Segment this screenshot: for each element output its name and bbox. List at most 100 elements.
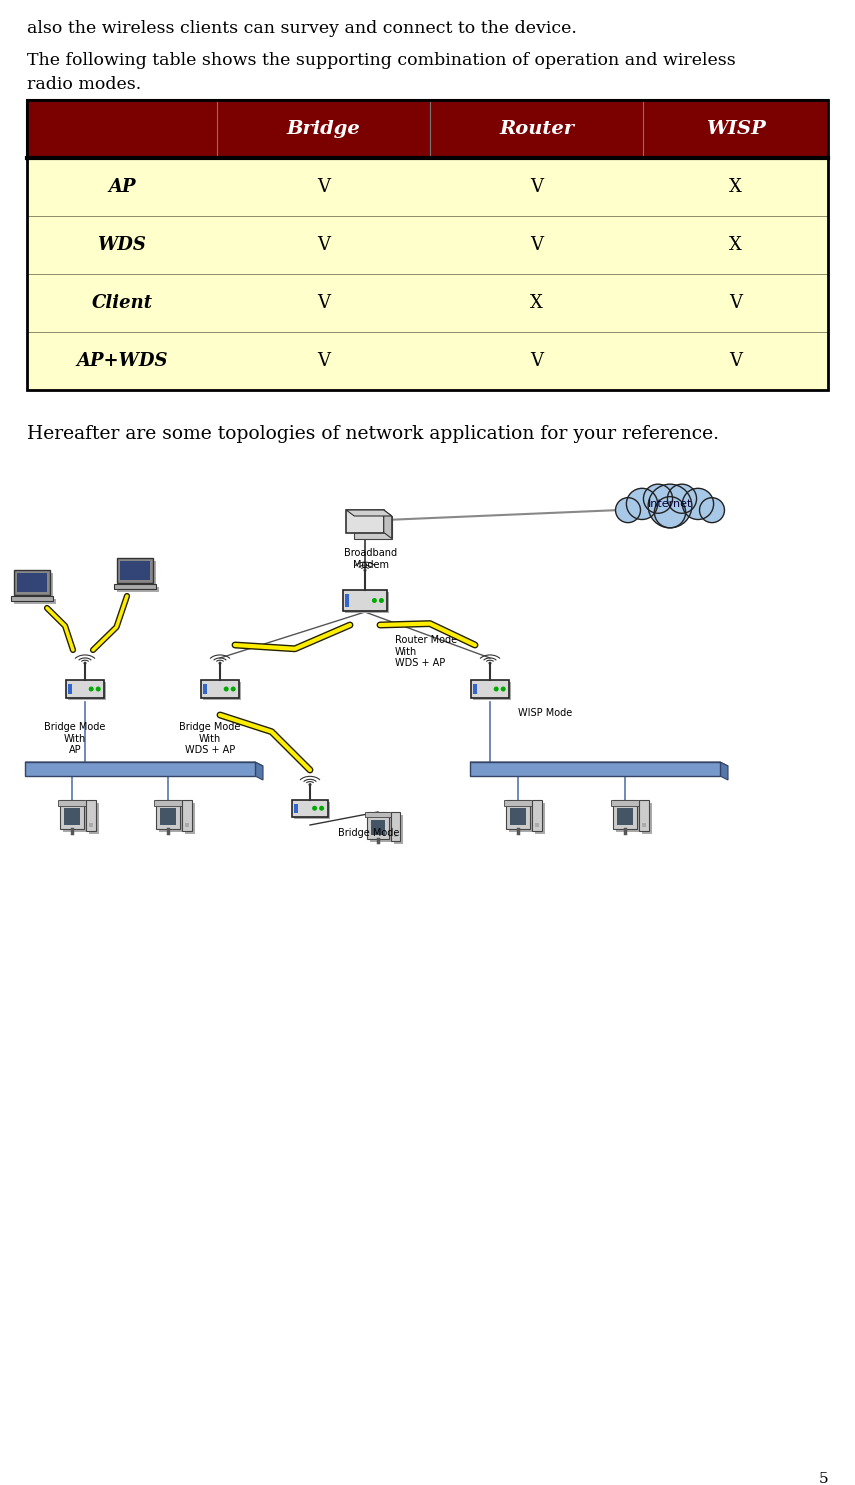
Circle shape	[224, 686, 228, 692]
Text: V: V	[317, 352, 330, 370]
Bar	[345, 594, 349, 607]
Bar	[114, 584, 156, 588]
Bar	[640, 800, 649, 830]
Bar	[509, 803, 533, 833]
Text: AP+WDS: AP+WDS	[76, 352, 168, 370]
Polygon shape	[720, 762, 728, 780]
Bar	[367, 814, 393, 820]
Circle shape	[372, 598, 377, 603]
Bar	[11, 595, 53, 601]
Circle shape	[682, 489, 714, 520]
Bar	[27, 99, 828, 157]
Bar	[58, 800, 86, 805]
Bar	[346, 509, 384, 533]
Bar	[394, 833, 398, 836]
Bar	[367, 812, 389, 839]
Text: X: X	[729, 236, 742, 254]
Bar	[391, 812, 400, 841]
Bar	[89, 823, 93, 827]
Circle shape	[319, 806, 324, 811]
Circle shape	[379, 598, 384, 603]
Text: also the wireless clients can survey and connect to the device.: also the wireless clients can survey and…	[27, 19, 577, 37]
Bar	[535, 803, 545, 833]
Bar	[63, 803, 87, 833]
Circle shape	[363, 569, 367, 572]
Polygon shape	[470, 762, 728, 766]
Bar	[117, 587, 159, 593]
Bar	[14, 570, 50, 595]
Bar	[66, 680, 104, 698]
Polygon shape	[25, 762, 263, 766]
Bar	[27, 157, 828, 215]
Bar	[14, 598, 56, 604]
Bar	[203, 682, 241, 699]
Circle shape	[668, 484, 697, 514]
Bar	[473, 685, 477, 693]
Bar	[613, 800, 637, 830]
Text: WISP: WISP	[705, 120, 765, 138]
Bar	[156, 802, 184, 808]
Text: V: V	[530, 178, 543, 196]
Bar	[616, 803, 640, 833]
Circle shape	[627, 489, 657, 520]
Bar	[510, 808, 526, 826]
Circle shape	[84, 662, 86, 665]
Text: V: V	[530, 236, 543, 254]
Bar	[345, 593, 389, 613]
Bar	[182, 800, 192, 830]
Bar	[120, 561, 156, 587]
Polygon shape	[255, 762, 263, 780]
Text: V: V	[317, 236, 330, 254]
Bar	[294, 803, 298, 812]
Bar	[186, 823, 189, 827]
Circle shape	[312, 806, 317, 811]
Bar	[365, 812, 391, 817]
Bar	[160, 808, 176, 826]
Bar	[25, 762, 255, 777]
Text: Router: Router	[499, 120, 574, 138]
Circle shape	[231, 686, 236, 692]
Text: X: X	[729, 178, 742, 196]
Circle shape	[699, 497, 724, 523]
Text: Bridge: Bridge	[286, 120, 360, 138]
Bar	[292, 800, 327, 817]
Bar	[471, 680, 510, 698]
Circle shape	[96, 686, 101, 692]
Bar	[27, 215, 828, 275]
Bar	[86, 800, 96, 830]
Circle shape	[654, 496, 686, 527]
Circle shape	[89, 686, 94, 692]
Text: 5: 5	[818, 1472, 828, 1485]
Circle shape	[219, 662, 221, 665]
Polygon shape	[354, 515, 392, 539]
Bar	[16, 573, 53, 598]
Text: WISP Mode: WISP Mode	[518, 708, 572, 719]
Bar	[642, 803, 652, 833]
Bar	[116, 558, 153, 584]
Circle shape	[648, 484, 692, 527]
Text: AP: AP	[109, 178, 136, 196]
Text: The following table shows the supporting combination of operation and wireless: The following table shows the supporting…	[27, 52, 736, 68]
Bar	[154, 800, 182, 805]
Circle shape	[493, 686, 498, 692]
Bar	[394, 815, 404, 843]
Circle shape	[616, 497, 640, 523]
Bar	[370, 815, 392, 842]
Circle shape	[309, 783, 311, 786]
Text: Bridge Mode
With
WDS + AP: Bridge Mode With WDS + AP	[180, 722, 241, 756]
Circle shape	[488, 662, 492, 665]
Polygon shape	[346, 509, 392, 515]
Bar	[343, 590, 387, 610]
Bar	[64, 808, 80, 826]
Bar	[642, 823, 646, 827]
Circle shape	[501, 686, 505, 692]
Bar	[294, 802, 329, 818]
Text: Bridge Mode: Bridge Mode	[338, 829, 399, 838]
Bar	[159, 803, 183, 833]
Bar	[203, 685, 207, 693]
Bar	[186, 803, 195, 833]
Bar	[89, 803, 99, 833]
Bar	[27, 333, 828, 391]
Text: WDS: WDS	[97, 236, 146, 254]
Text: radio modes.: radio modes.	[27, 76, 141, 94]
